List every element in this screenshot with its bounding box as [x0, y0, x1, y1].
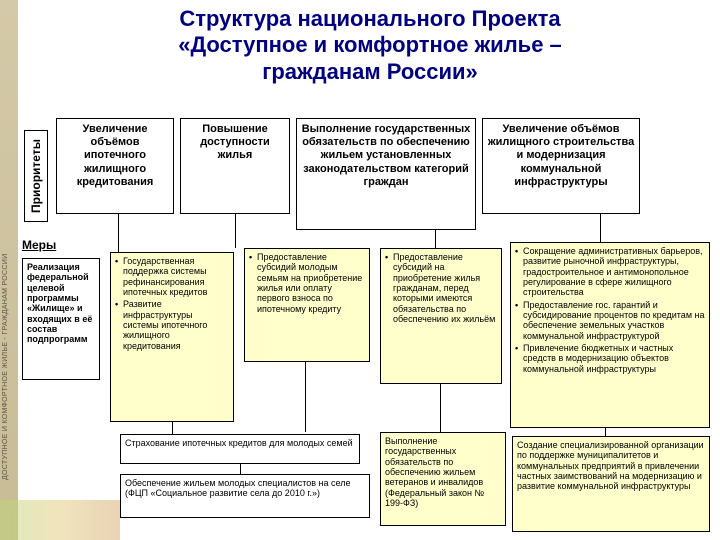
title-line-3: гражданам России» [262, 59, 478, 84]
measure-box-specialized-org: Создание специализированной организации … [512, 436, 710, 532]
measure-box-mortgage-support: Государственная поддержка системы рефина… [110, 252, 234, 422]
title-line-2: «Доступное и комфортное жилье – [178, 32, 562, 57]
priority-box-2: Повышение доступности жилья [180, 118, 290, 214]
connector [440, 384, 441, 432]
m1-item-1: Государственная поддержка системы рефина… [115, 256, 229, 297]
m1-item-2: Развитие инфраструктуры системы ипотечно… [115, 299, 229, 351]
connector [435, 230, 436, 248]
title-line-1: Структура национального Проекта [179, 6, 560, 31]
measure-box-realization: Реализация федеральной целевой программы… [22, 258, 100, 380]
priorities-axis-label: Приоритеты [24, 130, 48, 222]
priorities-axis-text: Приоритеты [29, 139, 43, 213]
priority-box-3: Выполнение государственных обязательств … [296, 118, 476, 230]
connector [605, 428, 606, 436]
m3-item-1: Предоставление субсидий на приобретение … [385, 252, 497, 324]
m2-item-1: Предоставление субсидий молодым семьям н… [249, 252, 365, 314]
measures-axis-label: Меры [22, 238, 56, 252]
priority-box-4: Увеличение объёмов жилищного строительст… [482, 118, 640, 214]
connector [600, 214, 601, 242]
connector [235, 214, 236, 248]
sidebar-vertical-text: ДОСТУПНОЕ И КОМФОРТНОЕ ЖИЛЬЕ - ГРАЖДАНАМ… [2, 254, 9, 480]
decorative-footer [0, 500, 120, 540]
measure-box-veterans: Выполнение государственных обязательств … [380, 432, 506, 526]
connector [172, 422, 173, 434]
connector [240, 464, 241, 474]
m4-item-3: Привлечение бюджетных и частных средств … [515, 343, 705, 374]
measure-box-rural-specialists: Обеспечение жильем молодых специалистов … [120, 474, 370, 518]
measure-box-citizen-subsidy: Предоставление субсидий на приобретение … [380, 248, 502, 384]
priorities-row: Увеличение объёмов ипотечного жилищного … [56, 118, 710, 230]
m4-item-1: Сокращение административных барьеров, ра… [515, 246, 705, 298]
m4-item-2: Предоставление гос. гарантий и субсидиро… [515, 300, 705, 341]
connector [118, 214, 119, 252]
measure-box-young-families-subsidy: Предоставление субсидий молодым семьям н… [244, 248, 370, 362]
measure-box-insurance: Страхование ипотечных кредитов для молод… [120, 434, 360, 464]
priority-box-1: Увеличение объёмов ипотечного жилищного … [56, 118, 174, 214]
connector [305, 362, 306, 432]
measure-box-construction-infrastructure: Сокращение административных барьеров, ра… [510, 242, 710, 428]
page-title: Структура национального Проекта «Доступн… [0, 0, 720, 89]
